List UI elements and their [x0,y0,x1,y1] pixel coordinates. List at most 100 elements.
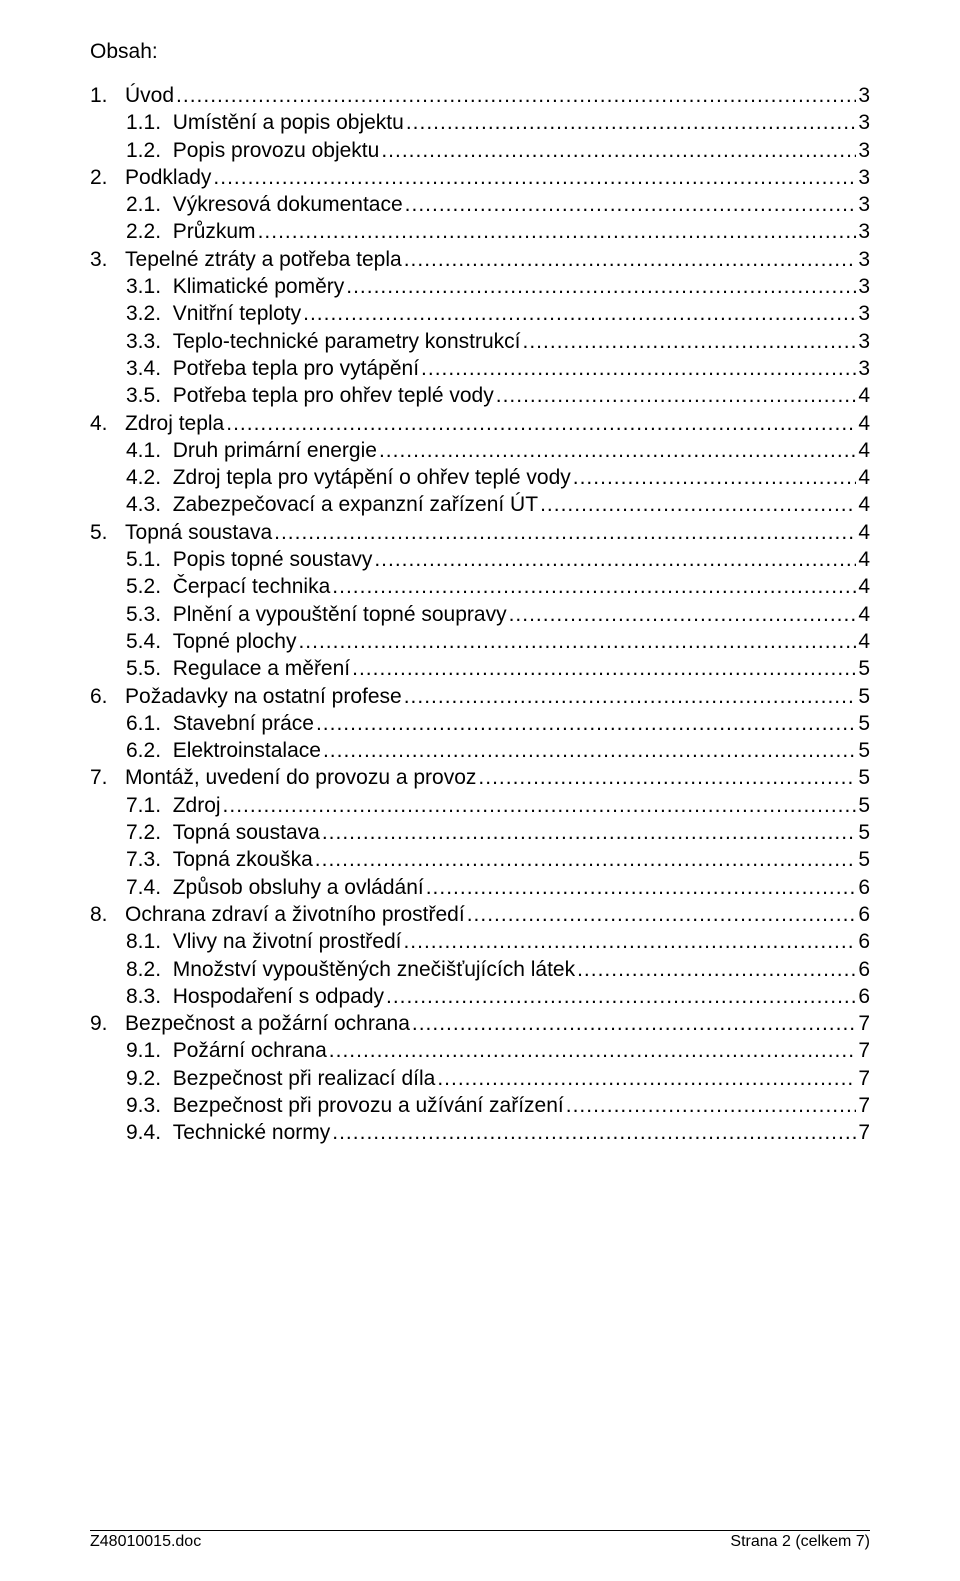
toc-entry: 3.4. Potřeba tepla pro vytápění 3 [126,355,870,382]
toc-leader-dots [403,928,856,955]
toc-entry: 8.3. Hospodaření s odpady 6 [126,983,870,1010]
toc-entry-label: 6.1. Stavební práce [126,710,314,737]
toc-entry-page: 4 [858,491,870,518]
toc-entry-label: 9.3. Bezpečnost při provozu a užívání za… [126,1092,564,1119]
toc-entry-page: 3 [858,273,870,300]
toc-leader-dots [322,819,857,846]
toc-entry-label: 3.4. Potřeba tepla pro vytápění [126,355,419,382]
toc-entry: 6. Požadavky na ostatní profese 5 [90,683,870,710]
toc-entry-page: 3 [858,164,870,191]
toc-entry-page: 3 [858,82,870,109]
toc-leader-dots [332,1119,856,1146]
toc-entry-label: 4.2. Zdroj tepla pro vytápění o ohřev te… [126,464,571,491]
toc-entry: 9. Bezpečnost a požární ochrana 7 [90,1010,870,1037]
toc-entry-page: 6 [858,956,870,983]
toc-leader-dots [404,246,857,273]
toc-leader-dots [274,519,856,546]
toc-leader-dots [421,355,856,382]
toc-entry-page: 3 [858,109,870,136]
toc-entry-label: 8.2. Množství vypouštěných znečišťujícíc… [126,956,575,983]
toc-entry-label: 4.3. Zabezpečovací a expanzní zařízení Ú… [126,491,538,518]
toc-entry-label: 8.1. Vlivy na životní prostředí [126,928,401,955]
toc-entry-page: 6 [858,983,870,1010]
toc-entry: 9.2. Bezpečnost při realizací díla 7 [126,1065,870,1092]
toc-entry-label: 3.2. Vnitřní teploty [126,300,301,327]
toc-entry-label: 1.2. Popis provozu objektu [126,137,379,164]
toc-leader-dots [316,710,856,737]
toc-leader-dots [523,328,857,355]
toc-entry-label: 1.1. Umístění a popis objektu [126,109,404,136]
toc-leader-dots [176,82,856,109]
toc-entry: 5.4. Topné plochy 4 [126,628,870,655]
toc-entry: 4.1. Druh primární energie 4 [126,437,870,464]
toc-entry-page: 4 [858,628,870,655]
toc-entry: 1. Úvod 3 [90,82,870,109]
toc-entry-page: 4 [858,519,870,546]
toc-entry-label: 1. Úvod [90,82,174,109]
toc-leader-dots [426,874,857,901]
toc-leader-dots [540,491,856,518]
toc-entry: 7. Montáž, uvedení do provozu a provoz 5 [90,764,870,791]
toc-entry: 9.3. Bezpečnost při provozu a užívání za… [126,1092,870,1119]
toc-entry-label: 2. Podklady [90,164,211,191]
toc-entry-label: 3. Tepelné ztráty a potřeba tepla [90,246,402,273]
document-page: Obsah: 1. Úvod 31.1. Umístění a popis ob… [0,0,960,1581]
toc-leader-dots [213,164,856,191]
toc-entry-page: 3 [858,328,870,355]
toc-entry-page: 7 [858,1065,870,1092]
toc-entry-page: 5 [858,792,870,819]
toc-leader-dots [577,956,856,983]
toc-entry-page: 4 [858,573,870,600]
toc-leader-dots [298,628,856,655]
toc-entry-page: 3 [858,218,870,245]
toc-entry-label: 9. Bezpečnost a požární ochrana [90,1010,410,1037]
toc-entry-label: 5. Topná soustava [90,519,272,546]
toc-leader-dots [406,109,856,136]
toc-entry-page: 4 [858,546,870,573]
toc-entry-page: 5 [858,846,870,873]
footer-row: Z48010015.doc Strana 2 (celkem 7) [90,1533,870,1551]
toc-entry-page: 5 [858,764,870,791]
toc-entry: 1.1. Umístění a popis objektu 3 [126,109,870,136]
toc-entry-page: 7 [858,1092,870,1119]
toc-entry-label: 7.4. Způsob obsluhy a ovládání [126,874,424,901]
toc-leader-dots [329,1037,857,1064]
toc-entry-label: 7.2. Topná soustava [126,819,320,846]
toc-leader-dots [386,983,856,1010]
toc-entry: 3. Tepelné ztráty a potřeba tepla 3 [90,246,870,273]
toc-entry-label: 5.1. Popis topné soustavy [126,546,372,573]
toc-leader-dots [226,410,856,437]
toc-entry: 6.2. Elektroinstalace 5 [126,737,870,764]
toc-entry: 7.3. Topná zkouška 5 [126,846,870,873]
toc-leader-dots [374,546,856,573]
toc-entry-page: 6 [858,874,870,901]
footer-divider [90,1530,870,1531]
toc-leader-dots [381,137,856,164]
toc-entry-label: 6. Požadavky na ostatní profese [90,683,402,710]
toc-entry-page: 3 [858,191,870,218]
toc-entry-page: 7 [858,1037,870,1064]
toc-entry-label: 5.3. Plnění a vypouštění topné soupravy [126,601,507,628]
toc-entry-label: 9.2. Bezpečnost při realizací díla [126,1065,435,1092]
toc-leader-dots [573,464,857,491]
toc-entry-page: 6 [858,901,870,928]
table-of-contents: 1. Úvod 31.1. Umístění a popis objektu 3… [90,82,870,1147]
toc-leader-dots [352,655,856,682]
toc-entry: 2. Podklady 3 [90,164,870,191]
toc-entry-label: 5.2. Čerpací technika [126,573,330,600]
toc-leader-dots [404,683,857,710]
toc-entry-label: 7. Montáž, uvedení do provozu a provoz [90,764,476,791]
toc-leader-dots [566,1092,857,1119]
toc-entry: 5.2. Čerpací technika 4 [126,573,870,600]
toc-entry: 5.1. Popis topné soustavy 4 [126,546,870,573]
toc-entry-page: 5 [858,737,870,764]
toc-entry: 9.4. Technické normy 7 [126,1119,870,1146]
toc-entry-page: 3 [858,246,870,273]
toc-entry-page: 7 [858,1010,870,1037]
toc-entry: 7.4. Způsob obsluhy a ovládání 6 [126,874,870,901]
toc-entry-page: 4 [858,437,870,464]
toc-entry: 3.5. Potřeba tepla pro ohřev teplé vody … [126,382,870,409]
toc-leader-dots [223,792,857,819]
toc-entry: 3.2. Vnitřní teploty 3 [126,300,870,327]
toc-entry-page: 4 [858,410,870,437]
